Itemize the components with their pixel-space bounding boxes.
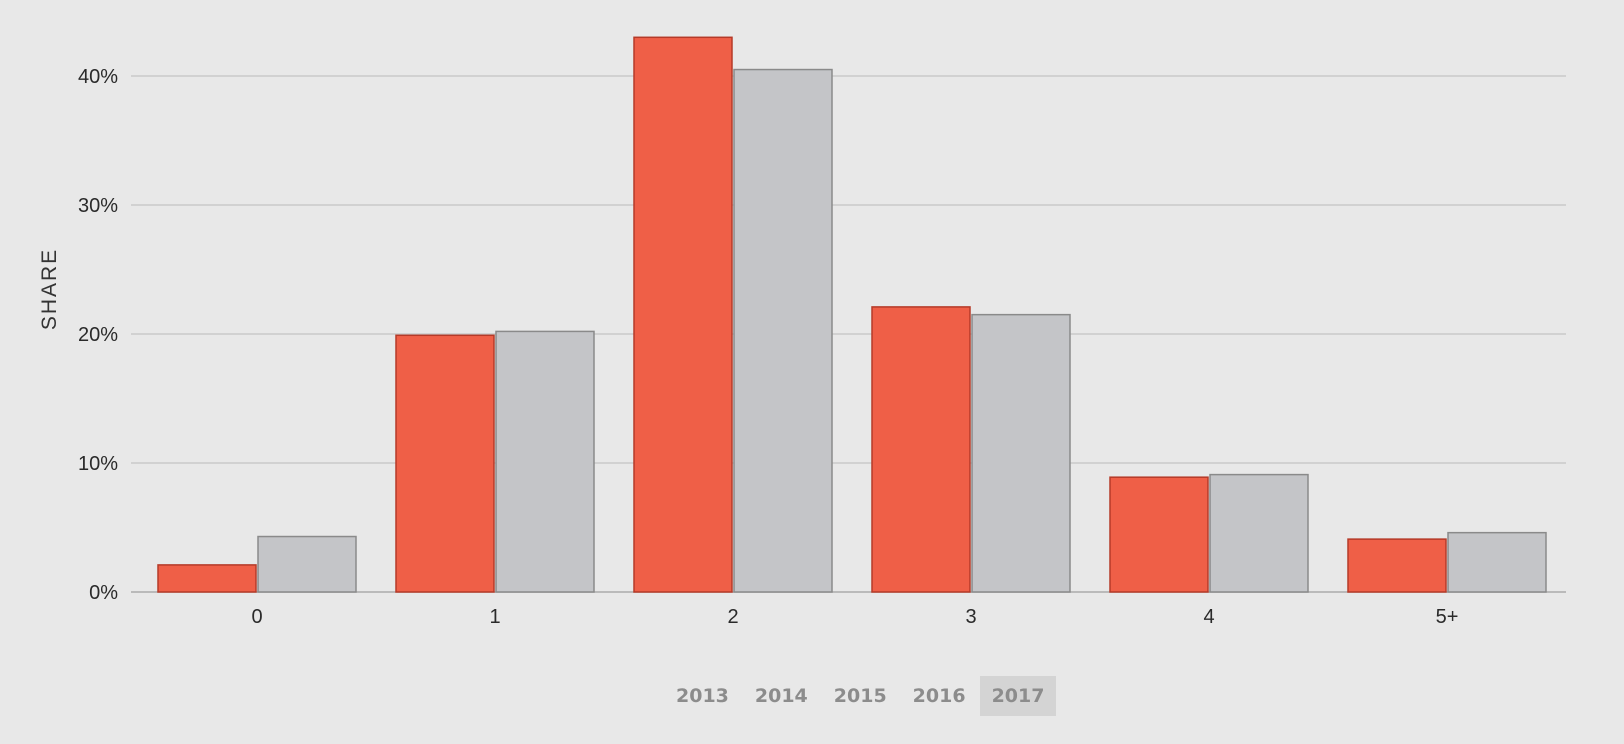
bar-series-2-0[interactable]	[257, 535, 357, 593]
bar-series-1-3[interactable]	[871, 306, 971, 593]
x-axis-ticks: 0 1 2 3 4 5+	[251, 606, 1458, 628]
bar-series-1-1[interactable]	[395, 334, 495, 593]
bar-series-1-5plus[interactable]	[1347, 538, 1447, 593]
bar-series-1-0[interactable]	[157, 564, 257, 593]
bar-series-2-5plus[interactable]	[1447, 531, 1547, 593]
x-tick-label: 1	[489, 606, 500, 628]
bar-series-2-1[interactable]	[495, 330, 595, 593]
y-tick-label: 30%	[78, 195, 118, 217]
x-tick-label: 0	[251, 606, 262, 628]
year-button-2013[interactable]: 2013	[676, 685, 729, 707]
bar-series-1-2[interactable]	[633, 36, 733, 593]
year-button-2017[interactable]: 2017	[979, 676, 1057, 716]
x-tick-label: 3	[965, 606, 976, 628]
x-tick-label: 4	[1203, 606, 1214, 628]
x-tick-label: 2	[727, 606, 738, 628]
bar-series-2-2[interactable]	[733, 68, 833, 593]
y-axis-ticks: 0% 10% 20% 30% 40%	[78, 66, 118, 604]
year-button-2014[interactable]: 2014	[754, 685, 808, 707]
y-tick-label: 40%	[78, 66, 118, 88]
y-axis-title: SHARE	[38, 248, 61, 330]
bar-series-2-4[interactable]	[1209, 473, 1309, 593]
bar-series-2-3[interactable]	[971, 313, 1071, 593]
y-tick-label: 10%	[78, 453, 118, 475]
gridlines	[131, 75, 1566, 593]
y-tick-label: 0%	[89, 582, 118, 604]
year-selector[interactable]: 2013 2014 2015 2016 2017	[664, 676, 1058, 716]
year-button-2015[interactable]: 2015	[833, 685, 887, 707]
year-button-2016[interactable]: 2016	[912, 685, 966, 707]
x-tick-label: 5+	[1436, 606, 1459, 628]
bars	[157, 36, 1547, 593]
y-tick-label: 20%	[78, 324, 118, 346]
bar-series-1-4[interactable]	[1109, 476, 1209, 593]
